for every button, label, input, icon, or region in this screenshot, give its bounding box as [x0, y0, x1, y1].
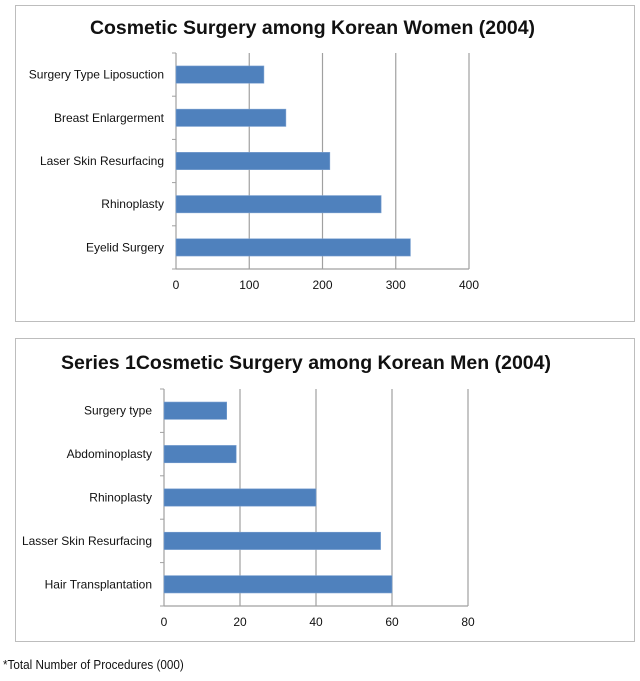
- chart-title: Cosmetic Surgery among Korean Women (200…: [90, 18, 535, 39]
- chart-title: Series 1Cosmetic Surgery among Korean Me…: [61, 353, 551, 374]
- category-label: Eyelid Surgery: [86, 240, 164, 254]
- bar: [163, 531, 381, 550]
- men-chart: Series 1Cosmetic Surgery among Korean Me…: [22, 353, 551, 629]
- bar: [175, 152, 331, 170]
- bar: [175, 238, 411, 257]
- x-tick-label: 60: [385, 615, 399, 629]
- x-tick-label: 80: [461, 615, 475, 629]
- bar: [163, 401, 228, 420]
- category-label: Surgery type: [84, 404, 152, 418]
- x-tick-label: 0: [161, 615, 168, 629]
- category-label: Surgery Type Liposuction: [29, 68, 164, 82]
- category-label: Rhinoplasty: [101, 197, 164, 211]
- category-label: Rhinoplasty: [89, 491, 152, 505]
- footnote: *Total Number of Procedures (000): [3, 657, 184, 672]
- bar: [175, 108, 287, 127]
- x-tick-label: 300: [386, 278, 406, 292]
- women-chart: Cosmetic Surgery among Korean Women (200…: [29, 18, 535, 292]
- category-label: Breast Enlargerment: [54, 111, 165, 125]
- x-tick-label: 400: [459, 278, 479, 292]
- category-label: Hair Transplantation: [45, 577, 152, 591]
- category-label: Abdominoplasty: [67, 447, 152, 461]
- x-tick-label: 20: [233, 615, 247, 629]
- bar: [175, 195, 382, 214]
- category-label: Laser Skin Resurfacing: [40, 154, 164, 168]
- category-label: Lasser Skin Resurfacing: [22, 534, 152, 548]
- bar: [175, 65, 265, 84]
- x-tick-label: 40: [309, 615, 323, 629]
- bar: [163, 445, 237, 464]
- x-tick-label: 100: [239, 278, 259, 292]
- x-tick-label: 200: [312, 278, 332, 292]
- women-chart-panel: Cosmetic Surgery among Korean Women (200…: [15, 5, 635, 322]
- bar: [163, 575, 393, 594]
- bar: [163, 488, 317, 507]
- x-tick-label: 0: [173, 278, 180, 292]
- men-chart-panel: Series 1Cosmetic Surgery among Korean Me…: [15, 338, 635, 642]
